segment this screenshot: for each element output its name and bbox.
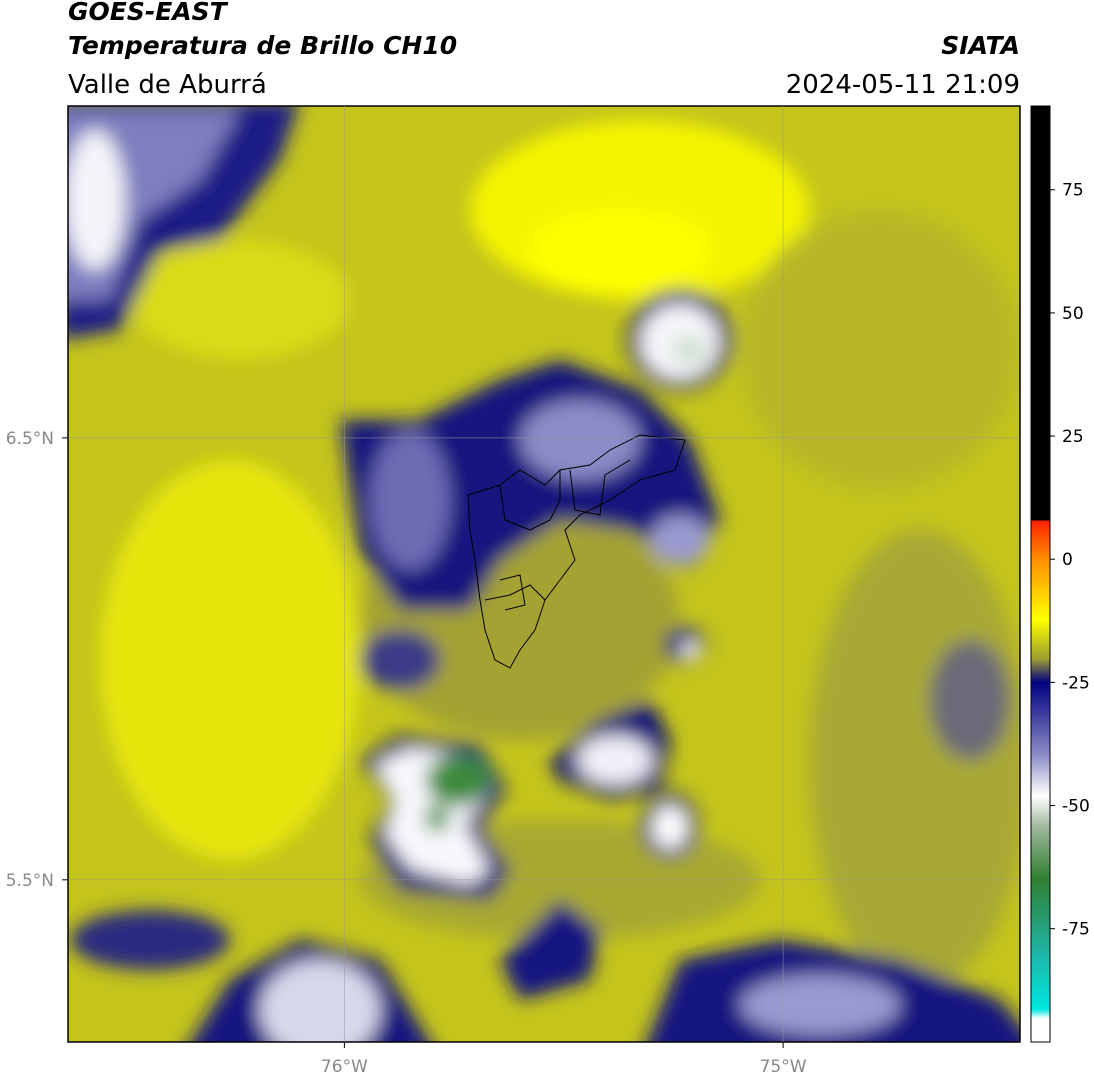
colorbar-tick-label: 25: [1062, 427, 1084, 447]
colorbar-tick-label: 75: [1062, 181, 1084, 201]
y-tick-label: 6.5°N: [6, 429, 54, 449]
y-tick-label: 5.5°N: [6, 871, 54, 891]
title: GOES-EAST: [68, 0, 229, 26]
boundaries: [467, 434, 686, 669]
colorbar-tick-label: -50: [1062, 797, 1090, 817]
colorbar-tick-label: 0: [1062, 550, 1073, 570]
x-tick-label: 76°W: [321, 1057, 368, 1077]
colorbar: [1030, 105, 1051, 1043]
satellite-image: [68, 106, 1020, 1042]
map-frame: [67, 105, 1021, 1043]
subtitle: Temperatura de Brillo CH10: [68, 31, 457, 60]
x-tick-label: 75°W: [760, 1057, 807, 1077]
colorbar-tick-label: -25: [1062, 673, 1090, 693]
colorbar-tick-label: 50: [1062, 304, 1084, 324]
colorbar-tick-label: -75: [1062, 920, 1090, 940]
region: Valle de Aburrá: [68, 70, 267, 100]
source: SIATA: [941, 31, 1020, 60]
timestamp: 2024-05-11 21:09: [786, 70, 1020, 100]
